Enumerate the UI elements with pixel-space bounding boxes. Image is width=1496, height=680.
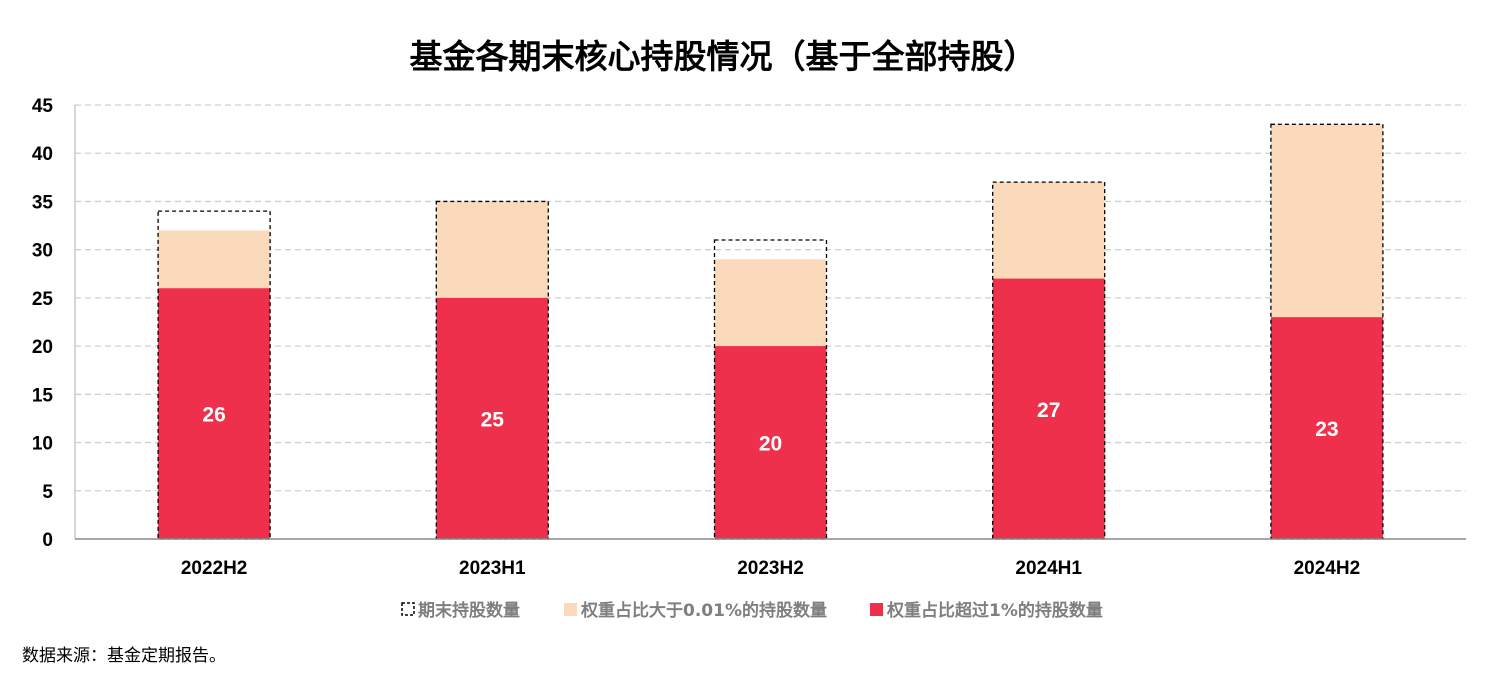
- data-label: 27: [1037, 399, 1060, 422]
- x-tick-label: 2022H2: [181, 558, 248, 579]
- legend-label: 权重占比大于0.01%的持股数量: [580, 600, 827, 621]
- chart-title: 基金各期末核心持股情况（基于全部持股）: [409, 37, 1037, 76]
- y-tick-label: 15: [32, 385, 54, 406]
- data-label: 20: [759, 433, 782, 456]
- legend-swatch: [401, 602, 415, 616]
- y-tick-label: 20: [32, 337, 53, 358]
- y-tick-label: 40: [32, 144, 53, 165]
- bar-total-holdings-outline: [713, 239, 828, 540]
- bar-weight-above-1pct: [436, 297, 549, 539]
- x-tick-label: 2024H2: [1294, 558, 1361, 579]
- y-tick-label: 35: [32, 192, 54, 213]
- y-tick-label: 5: [42, 482, 53, 503]
- bar-total-holdings-outline: [157, 210, 271, 540]
- legend-swatch: [564, 603, 577, 616]
- bar-total-holdings-outline: [992, 181, 1106, 540]
- source-note: 数据来源：基金定期报告。: [22, 646, 226, 666]
- data-label: 23: [1315, 418, 1338, 441]
- bar-weight-above-1pct: [158, 288, 271, 539]
- legend-label: 期末持股数量: [418, 600, 520, 621]
- data-label: 25: [481, 408, 505, 431]
- bar-weight-above-1pct: [1270, 317, 1383, 539]
- y-tick-label: 45: [32, 96, 54, 117]
- bar-weight-above-1pct: [992, 278, 1105, 539]
- data-label: 26: [202, 404, 225, 427]
- legend-swatch: [870, 603, 883, 616]
- bar-weight-above-1pct: [714, 346, 827, 539]
- y-tick-label: 10: [32, 434, 53, 455]
- x-tick-label: 2023H2: [737, 558, 804, 579]
- y-tick-label: 25: [32, 289, 54, 310]
- legend-label: 权重占比超过1%的持股数量: [886, 600, 1103, 621]
- y-tick-label: 30: [32, 241, 53, 262]
- x-tick-label: 2023H1: [459, 558, 526, 579]
- y-tick-label: 0: [42, 530, 53, 551]
- x-tick-label: 2024H1: [1015, 558, 1082, 579]
